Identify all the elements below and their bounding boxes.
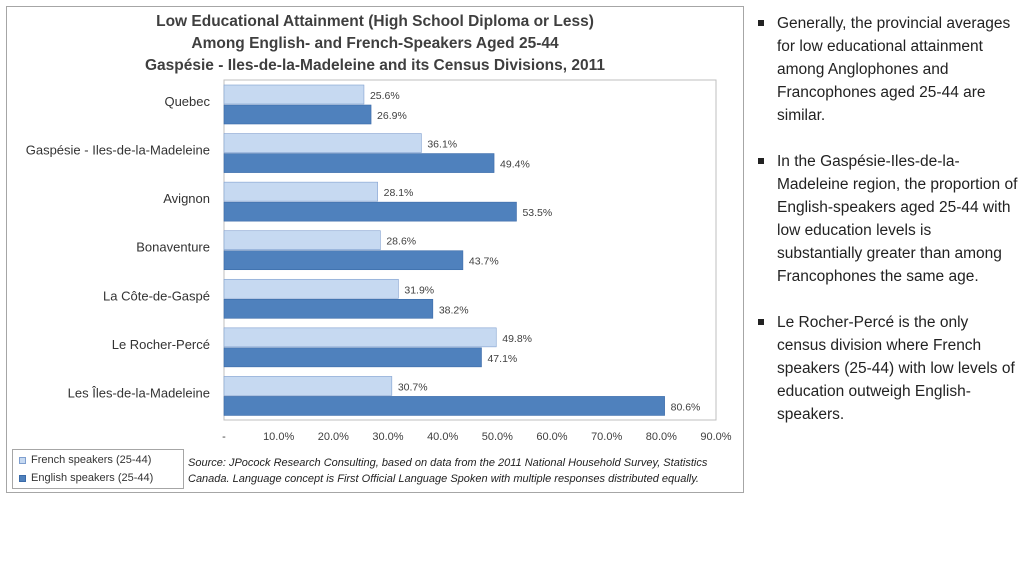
x-tick-label: 30.0% (372, 431, 403, 443)
note-text: Le Rocher-Percé is the only census divis… (777, 314, 1015, 423)
bullet-icon (758, 319, 764, 325)
category-label: Avignon (163, 191, 210, 206)
x-tick-label: 70.0% (591, 431, 622, 443)
data-label: 31.9% (404, 284, 434, 296)
chart-title-line-1: Low Educational Attainment (High School … (156, 13, 594, 30)
data-label: 38.2% (439, 304, 469, 316)
data-label: 28.6% (386, 236, 416, 248)
legend-item-french: French speakers (25-44) (19, 453, 151, 467)
bar-french (223, 84, 365, 105)
category-label: Gaspésie - Iles-de-la-Madeleine (26, 143, 210, 158)
bar-french (223, 376, 393, 396)
bar-french (223, 327, 497, 348)
legend-swatch-english (19, 474, 26, 482)
bar-english (223, 153, 495, 173)
legend-label-english: English speakers (25-44) (31, 472, 154, 484)
bar-english (223, 298, 434, 319)
note-item: Le Rocher-Percé is the only census divis… (758, 311, 1020, 426)
data-label: 49.4% (500, 159, 530, 171)
legend-swatch-french (19, 456, 26, 464)
bar-chart: Quebec 25.6% 26.9% Gaspésie - Iles-de-la-Ma… (26, 79, 732, 443)
bullet-icon (758, 20, 764, 26)
data-label: 53.5% (522, 207, 552, 219)
x-tick-label: 80.0% (646, 431, 677, 443)
data-label: 28.1% (384, 187, 414, 199)
note-item: Generally, the provincial averages for l… (758, 12, 1020, 127)
legend-label-french: French speakers (25-44) (31, 454, 152, 466)
notes-list: Generally, the provincial averages for l… (758, 12, 1020, 449)
bar-english (223, 201, 517, 222)
data-label: 49.8% (502, 333, 532, 345)
category-label: Le Rocher-Percé (112, 337, 210, 352)
bar-english (223, 347, 482, 368)
data-label: 30.7% (398, 381, 428, 393)
x-tick-label: 90.0% (700, 431, 731, 443)
chart-legend: French speakers (25-44) English speakers… (12, 449, 184, 489)
category-label: Les Îles-de-la-Madeleine (68, 385, 210, 400)
category-label: La Côte-de-Gaspé (103, 288, 210, 303)
x-tick-label: 10.0% (263, 431, 294, 443)
legend-item-english: English speakers (25-44) (19, 471, 153, 485)
category-label: Bonaventure (136, 240, 210, 255)
data-label: 80.6% (671, 401, 701, 413)
x-tick-label: - (222, 431, 226, 443)
bar-french (223, 230, 381, 251)
note-text: Generally, the provincial averages for l… (777, 15, 1011, 124)
data-label: 47.1% (487, 353, 517, 365)
chart-title-line-2: Among English- and French-Speakers Aged … (191, 35, 559, 52)
data-label: 43.7% (469, 256, 499, 268)
bullet-icon (758, 158, 764, 164)
bar-french (223, 181, 378, 202)
x-tick-label: 50.0% (482, 431, 513, 443)
bar-french (223, 278, 399, 299)
chart-title-line-3: Gaspésie - Iles-de-la-Madeleine and its … (144, 57, 605, 74)
bar-english (223, 396, 665, 416)
bar-english (223, 104, 372, 125)
x-tick-label: 40.0% (427, 431, 458, 443)
x-tick-label: 20.0% (318, 431, 349, 443)
data-label: 36.1% (427, 139, 457, 151)
bar-french (223, 133, 422, 153)
note-item: In the Gaspésie-Iles-de-la-Madeleine reg… (758, 150, 1020, 288)
source-note: Source: JPocock Research Consulting, bas… (188, 457, 708, 485)
data-label: 26.9% (377, 110, 407, 122)
note-text: In the Gaspésie-Iles-de-la-Madeleine reg… (777, 153, 1018, 285)
x-tick-label: 60.0% (536, 431, 567, 443)
data-label: 25.6% (370, 90, 400, 102)
bar-english (223, 250, 464, 271)
category-label: Quebec (164, 94, 210, 109)
